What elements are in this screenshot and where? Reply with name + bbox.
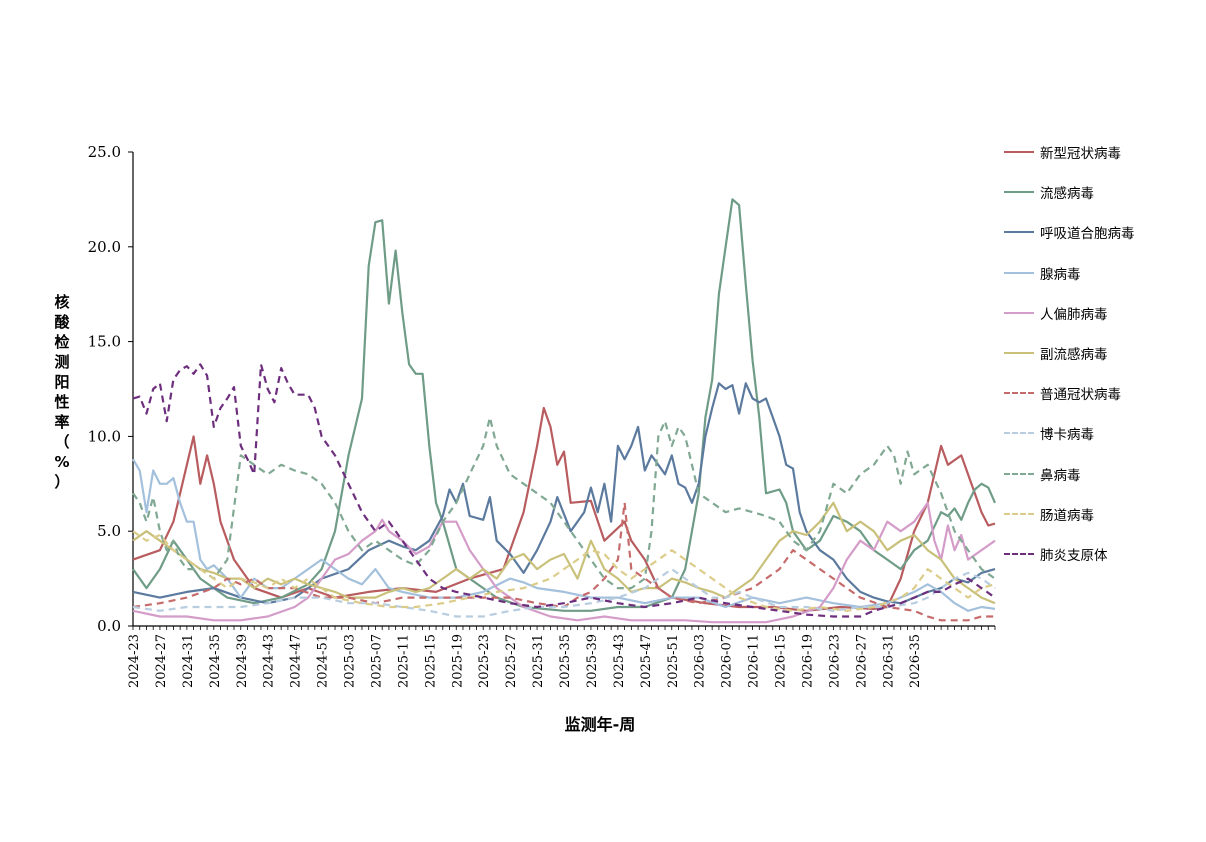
x-tick-label: 2025-11 (396, 634, 411, 688)
legend-item: 腺病毒 (1004, 253, 1200, 293)
series-line-8 (132, 416, 996, 590)
x-tick-label: 2026-11 (747, 634, 762, 688)
y-tick-label: 10.0 (88, 427, 121, 445)
legend-item: 鼻病毒 (1004, 454, 1200, 494)
x-tick-label: 2024-43 (262, 634, 277, 688)
x-tick-label: 2025-27 (504, 634, 519, 688)
legend-swatch (1004, 231, 1034, 234)
x-tick-label: 2025-03 (343, 634, 358, 688)
legend-label: 普通冠状病毒 (1040, 387, 1121, 404)
x-tick-label: 2025-31 (531, 634, 546, 688)
legend-item: 副流感病毒 (1004, 333, 1200, 373)
legend-label: 鼻病毒 (1040, 467, 1081, 484)
x-tick-label: 2025-23 (477, 634, 492, 688)
x-tick-label: 2024-47 (289, 634, 304, 688)
series-line-3 (132, 458, 996, 612)
x-tick-label: 2025-47 (639, 634, 654, 688)
legend-swatch (1004, 311, 1034, 314)
x-tick-label: 2024-31 (181, 634, 196, 688)
legend-item: 新型冠状病毒 (1004, 132, 1200, 172)
x-tick-label: 2026-07 (720, 634, 735, 688)
legend-label: 博卡病毒 (1040, 427, 1094, 444)
x-axis-ticks: 2024-23 2024-27 2024-31 2024-35 2024-39 2024-… (127, 626, 996, 688)
legend-label: 副流感病毒 (1040, 347, 1108, 364)
x-tick-label: 2024-35 (208, 634, 223, 688)
legend-swatch (1004, 191, 1034, 194)
y-tick-label: 0.0 (97, 617, 121, 635)
x-tick-label: 2026-15 (774, 634, 789, 688)
y-tick-label: 20.0 (88, 238, 121, 256)
chart-lines (132, 198, 997, 624)
y-axis-ticks: 0.0 5.0 10.0 15.0 20.0 25.0 (88, 143, 133, 635)
y-tick-label: 25.0 (88, 143, 121, 161)
x-tick-label: 2024-39 (235, 634, 250, 688)
x-tick-label: 2026-31 (881, 634, 896, 688)
x-tick-label: 2025-43 (612, 634, 627, 688)
series-line-2 (132, 382, 996, 605)
legend-item: 普通冠状病毒 (1004, 373, 1200, 413)
series-line-1 (132, 198, 997, 612)
legend-label: 呼吸道合胞病毒 (1040, 226, 1135, 243)
y-tick-label: 15.0 (88, 333, 121, 351)
y-axis-label: 核酸检测阳性率（%） (54, 293, 70, 491)
x-axis-label: 监测年-周 (564, 715, 636, 734)
series-line-6 (132, 501, 995, 622)
x-tick-label: 2025-39 (585, 634, 600, 688)
legend-item: 流感病毒 (1004, 172, 1200, 212)
legend-item: 肺炎支原体 (1004, 534, 1200, 574)
x-tick-label: 2025-15 (423, 634, 438, 688)
x-tick-label: 2024-23 (127, 634, 142, 688)
x-tick-label: 2025-07 (369, 634, 384, 688)
legend-swatch (1004, 392, 1034, 395)
legend-item: 呼吸道合胞病毒 (1004, 212, 1200, 252)
x-tick-label: 2025-51 (666, 634, 681, 688)
legend-swatch (1004, 552, 1034, 555)
y-tick-label: 5.0 (97, 522, 121, 540)
legend-swatch (1004, 151, 1034, 154)
chart-legend: 新型冠状病毒 流感病毒呼吸道合胞病毒 腺病毒人偏肺病毒副流感病毒普通冠状病毒 博卡病毒… (1004, 132, 1200, 574)
x-tick-label: 2026-19 (800, 634, 815, 688)
legend-swatch (1004, 512, 1034, 515)
legend-label: 肺炎支原体 (1040, 547, 1108, 564)
x-tick-label: 2026-27 (854, 634, 869, 688)
legend-item: 博卡病毒 (1004, 413, 1200, 453)
x-tick-label: 2024-27 (154, 634, 169, 688)
series-line-10 (132, 363, 996, 618)
legend-label: 流感病毒 (1040, 186, 1094, 203)
legend-item: 肠道病毒 (1004, 494, 1200, 534)
series-line-5 (132, 501, 996, 605)
legend-swatch (1004, 472, 1034, 475)
legend-label: 肠道病毒 (1040, 507, 1094, 524)
legend-swatch (1004, 432, 1034, 435)
legend-swatch (1004, 352, 1034, 355)
x-tick-label: 2026-23 (827, 634, 842, 688)
legend-swatch (1004, 271, 1034, 274)
legend-label: 人偏肺病毒 (1040, 306, 1108, 323)
series-line-7 (132, 567, 996, 618)
legend-label: 腺病毒 (1040, 266, 1081, 283)
series-line-0 (132, 406, 996, 612)
legend-label: 新型冠状病毒 (1040, 146, 1121, 163)
legend-item: 人偏肺病毒 (1004, 293, 1200, 333)
x-tick-label: 2026-35 (908, 634, 923, 688)
x-tick-label: 2025-19 (450, 634, 465, 688)
series-line-9 (132, 530, 996, 612)
x-tick-label: 2025-35 (558, 634, 573, 688)
x-tick-label: 2026-03 (693, 634, 708, 688)
x-tick-label: 2024-51 (316, 634, 331, 688)
series-line-4 (132, 501, 996, 624)
